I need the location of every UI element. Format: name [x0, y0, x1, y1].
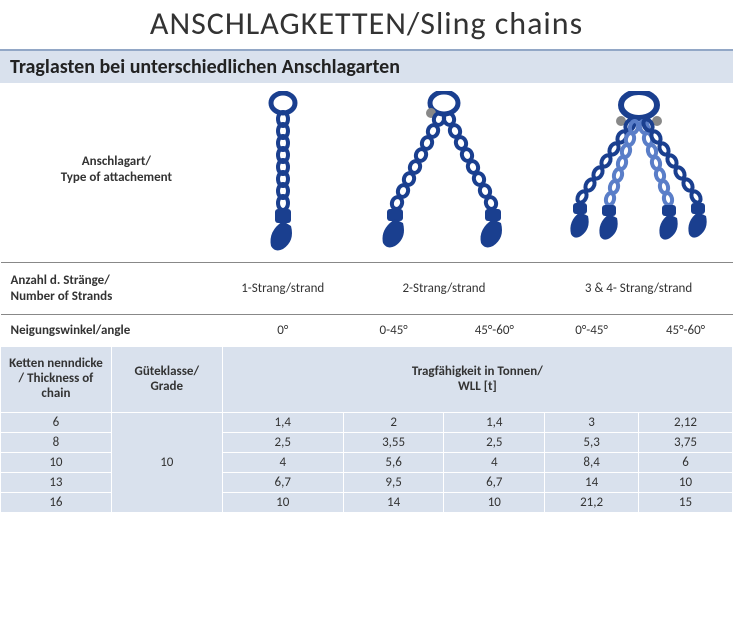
- chain-image-4strand: [545, 83, 733, 263]
- angle-c3: 45°-60°: [444, 315, 545, 347]
- thickness-cell: 16: [1, 493, 112, 513]
- page-title: ANSCHLAGKETTEN/Sling chains: [0, 0, 733, 49]
- data-cell: 14: [343, 493, 444, 513]
- data-cell: 2,5: [444, 433, 545, 453]
- col-34strand: 3 & 4- Strang/strand: [545, 263, 733, 315]
- data-cell: 3: [545, 413, 639, 433]
- data-cell: 3,75: [639, 433, 733, 453]
- header-strands: Anzahl d. Stränge/ Number of Strands: [1, 263, 223, 315]
- thickness-cell: 13: [1, 473, 112, 493]
- data-cell: 2: [343, 413, 444, 433]
- header-attachment: Anschlagart/ Type of attachement: [1, 83, 223, 263]
- data-cell: 2,12: [639, 413, 733, 433]
- subtitle: Traglasten bei unterschiedlichen Anschla…: [0, 49, 733, 83]
- data-cell: 10: [639, 473, 733, 493]
- chain-image-2strand: [343, 83, 544, 263]
- data-cell: 6,7: [444, 473, 545, 493]
- data-cell: 4: [444, 453, 545, 473]
- header-thickness: Ketten nenndicke / Thickness of chain: [1, 347, 112, 413]
- data-cell: 10: [444, 493, 545, 513]
- thickness-cell: 8: [1, 433, 112, 453]
- chain-image-1strand: [222, 83, 343, 263]
- data-cell: 6,7: [222, 473, 343, 493]
- data-cell: 21,2: [545, 493, 639, 513]
- data-cell: 14: [545, 473, 639, 493]
- data-cell: 5,6: [343, 453, 444, 473]
- thickness-cell: 10: [1, 453, 112, 473]
- data-cell: 3,55: [343, 433, 444, 453]
- thickness-cell: 6: [1, 413, 112, 433]
- data-cell: 1,4: [444, 413, 545, 433]
- data-cell: 5,3: [545, 433, 639, 453]
- header-wll: Tragfähigkeit in Tonnen/ WLL [t]: [222, 347, 732, 413]
- data-cell: 6: [639, 453, 733, 473]
- load-table: Anschlagart/ Type of attachement: [0, 83, 733, 513]
- header-grade: Güteklasse/ Grade: [111, 347, 222, 413]
- col-1strand: 1-Strang/strand: [222, 263, 343, 315]
- angle-c5: 45°-60°: [639, 315, 733, 347]
- data-cell: 15: [639, 493, 733, 513]
- data-cell: 8,4: [545, 453, 639, 473]
- grade-cell: 10: [111, 413, 222, 513]
- data-cell: 10: [222, 493, 343, 513]
- header-angle: Neigungswinkel/angle: [1, 315, 223, 347]
- data-cell: 4: [222, 453, 343, 473]
- col-2strand: 2-Strang/strand: [343, 263, 544, 315]
- data-cell: 1,4: [222, 413, 343, 433]
- data-cell: 2,5: [222, 433, 343, 453]
- angle-c1: 0°: [222, 315, 343, 347]
- angle-c4: 0°-45°: [545, 315, 639, 347]
- angle-c2: 0-45°: [343, 315, 444, 347]
- data-cell: 9,5: [343, 473, 444, 493]
